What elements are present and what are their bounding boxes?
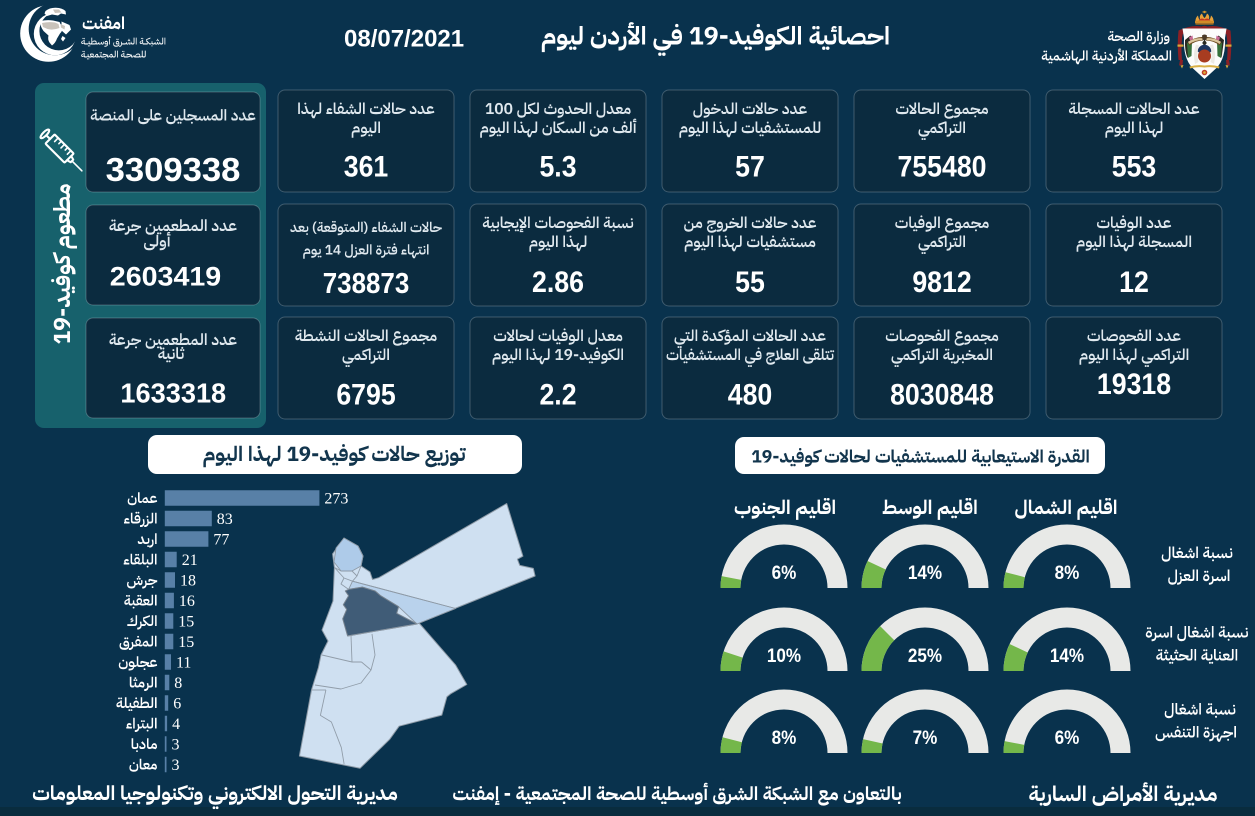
svg-text:3: 3 xyxy=(172,757,180,774)
svg-text:14%: 14% xyxy=(908,562,942,583)
svg-text:2.2: 2.2 xyxy=(539,378,576,412)
svg-text:15: 15 xyxy=(178,614,194,631)
svg-text:6%: 6% xyxy=(772,562,797,583)
svg-text:9812: 9812 xyxy=(912,266,971,300)
svg-text:7%: 7% xyxy=(913,727,938,748)
svg-text:273: 273 xyxy=(324,491,348,508)
svg-text:18: 18 xyxy=(180,573,196,590)
svg-text:10%: 10% xyxy=(767,645,801,666)
svg-text:8: 8 xyxy=(174,675,182,692)
svg-text:6%: 6% xyxy=(1055,727,1080,748)
svg-text:2.86: 2.86 xyxy=(532,266,584,300)
svg-text:5.3: 5.3 xyxy=(539,150,576,184)
svg-text:755480: 755480 xyxy=(897,150,986,184)
svg-text:55: 55 xyxy=(735,266,765,300)
svg-text:6795: 6795 xyxy=(336,378,395,412)
svg-text:8030848: 8030848 xyxy=(890,378,994,412)
svg-text:8%: 8% xyxy=(772,727,797,748)
svg-text:14%: 14% xyxy=(1050,645,1084,666)
svg-text:15: 15 xyxy=(178,634,194,651)
svg-text:57: 57 xyxy=(735,150,765,184)
svg-text:11: 11 xyxy=(176,655,191,672)
svg-text:08/07/2021: 08/07/2021 xyxy=(344,26,464,53)
svg-text:738873: 738873 xyxy=(323,267,410,299)
svg-text:2603419: 2603419 xyxy=(110,261,221,291)
svg-text:3: 3 xyxy=(172,737,180,754)
svg-text:361: 361 xyxy=(344,150,389,184)
svg-text:553: 553 xyxy=(1112,150,1157,184)
svg-text:19318: 19318 xyxy=(1097,368,1171,402)
svg-text:480: 480 xyxy=(728,378,773,412)
svg-text:4: 4 xyxy=(172,716,180,733)
svg-text:3309338: 3309338 xyxy=(106,152,241,189)
svg-text:1633318: 1633318 xyxy=(120,377,226,408)
svg-text:8%: 8% xyxy=(1055,562,1080,583)
svg-text:25%: 25% xyxy=(908,645,942,666)
svg-text:16: 16 xyxy=(179,593,195,610)
svg-text:12: 12 xyxy=(1119,266,1149,300)
svg-text:21: 21 xyxy=(182,552,198,569)
svg-text:83: 83 xyxy=(217,511,233,528)
svg-text:6: 6 xyxy=(173,696,181,713)
svg-text:77: 77 xyxy=(213,532,229,549)
